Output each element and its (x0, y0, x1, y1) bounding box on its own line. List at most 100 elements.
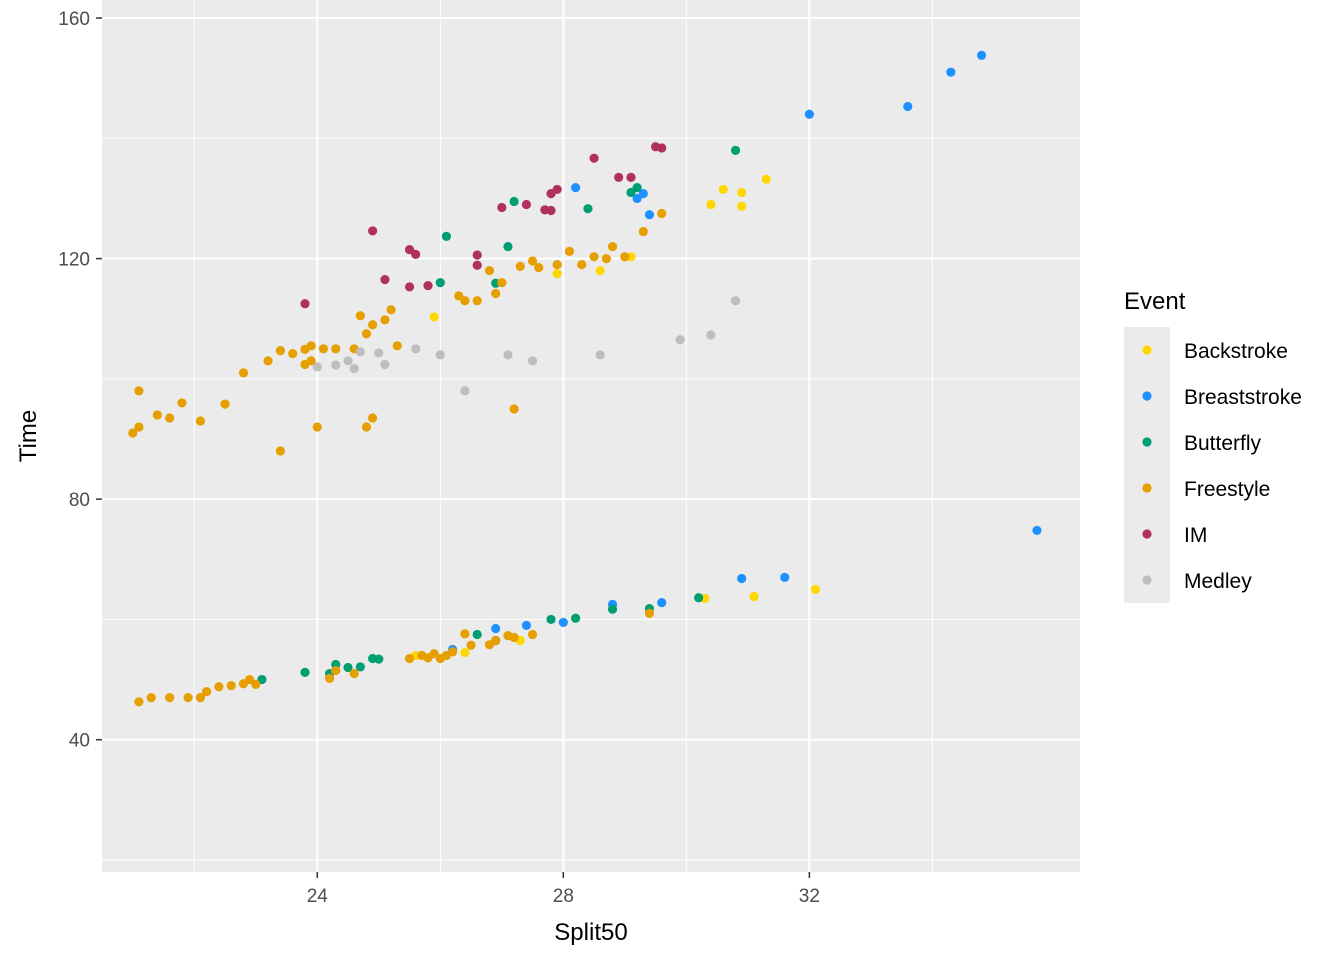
point-im (472, 260, 482, 270)
point-medley (411, 344, 421, 354)
point-freestyle (226, 680, 236, 691)
point-freestyle (466, 640, 476, 650)
point-butterfly (435, 278, 445, 288)
point-im (546, 205, 556, 216)
point-butterfly (374, 654, 384, 664)
point-butterfly (300, 667, 310, 677)
point-freestyle (318, 344, 329, 354)
point-freestyle (564, 246, 575, 256)
point-medley (730, 296, 741, 306)
point-freestyle (429, 649, 439, 659)
legend: Event Backstroke Breaststroke Butterfly Fre… (1124, 288, 1302, 603)
point-butterfly (441, 231, 452, 241)
x-axis-ticks: 24 28 32 (307, 872, 820, 907)
minor-gridlines (102, 0, 1080, 872)
point-butterfly (472, 629, 482, 640)
point-im (589, 153, 599, 163)
point-butterfly (509, 196, 519, 207)
point-freestyle (497, 278, 507, 288)
point-breaststroke (1032, 525, 1042, 536)
legend-key-background (1124, 327, 1170, 603)
y-tick-label: 120 (58, 250, 90, 271)
point-medley (374, 348, 384, 358)
point-breaststroke (571, 183, 581, 193)
point-backstroke (595, 266, 605, 276)
y-axis-ticks: 40 80 120 160 (58, 9, 102, 752)
point-medley (527, 356, 538, 366)
point-freestyle (214, 682, 224, 692)
point-freestyle (368, 413, 378, 423)
point-im (521, 199, 532, 210)
point-freestyle (134, 697, 144, 707)
point-freestyle (128, 428, 138, 438)
point-backstroke (706, 199, 716, 210)
point-freestyle (177, 398, 187, 408)
point-freestyle (491, 288, 501, 299)
point-freestyle (324, 673, 335, 683)
point-freestyle (386, 305, 396, 315)
legend-key-im (1142, 529, 1152, 539)
point-breaststroke (558, 617, 568, 628)
point-breaststroke (644, 210, 655, 220)
legend-label-breaststroke: Breaststroke (1184, 386, 1302, 409)
legend-key-backstroke (1142, 345, 1152, 355)
point-butterfly (503, 241, 513, 252)
point-freestyle (509, 404, 519, 414)
point-freestyle (380, 315, 390, 325)
legend-title: Event (1124, 288, 1186, 315)
point-freestyle (404, 653, 415, 664)
data-points (128, 50, 1042, 707)
point-freestyle (288, 349, 298, 359)
point-freestyle (331, 665, 341, 676)
x-tick-label: 28 (553, 886, 574, 907)
point-butterfly (632, 183, 642, 193)
point-breaststroke (491, 623, 501, 634)
point-medley (460, 386, 470, 396)
point-breaststroke (946, 67, 956, 77)
point-im (423, 281, 433, 291)
point-medley (675, 335, 685, 345)
legend-label-freestyle: Freestyle (1184, 478, 1270, 501)
point-medley (503, 350, 513, 360)
point-breaststroke (976, 50, 987, 60)
point-medley (349, 364, 359, 374)
point-im (368, 226, 378, 236)
point-freestyle (620, 252, 630, 262)
point-backstroke (737, 187, 747, 198)
point-freestyle (491, 635, 501, 646)
point-breaststroke (780, 572, 790, 582)
point-butterfly (571, 613, 581, 623)
point-backstroke (429, 312, 439, 322)
point-butterfly (607, 604, 618, 614)
point-im (552, 184, 562, 195)
y-axis-title: Time (15, 410, 42, 462)
point-freestyle (195, 416, 206, 426)
point-breaststroke (903, 101, 913, 112)
point-freestyle (349, 668, 359, 679)
legend-label-butterfly: Butterfly (1184, 432, 1262, 455)
point-medley (595, 350, 605, 360)
point-freestyle (220, 399, 230, 409)
point-im (411, 249, 421, 259)
point-breaststroke (521, 620, 532, 631)
point-freestyle (306, 341, 316, 351)
point-im (404, 282, 415, 292)
legend-label-im: IM (1184, 524, 1207, 547)
legend-label-backstroke: Backstroke (1184, 340, 1288, 363)
point-freestyle (134, 422, 144, 432)
point-freestyle (657, 208, 667, 219)
point-medley (343, 356, 353, 366)
point-freestyle (417, 650, 427, 661)
point-freestyle (146, 693, 156, 703)
point-freestyle (275, 346, 285, 356)
point-medley (312, 362, 322, 372)
point-butterfly (343, 662, 353, 673)
point-medley (331, 360, 341, 370)
point-freestyle (607, 241, 618, 252)
point-freestyle (534, 263, 544, 273)
point-freestyle (527, 256, 538, 266)
point-medley (706, 330, 716, 340)
point-freestyle (312, 422, 322, 432)
point-freestyle (361, 422, 372, 432)
point-backstroke (552, 269, 562, 279)
